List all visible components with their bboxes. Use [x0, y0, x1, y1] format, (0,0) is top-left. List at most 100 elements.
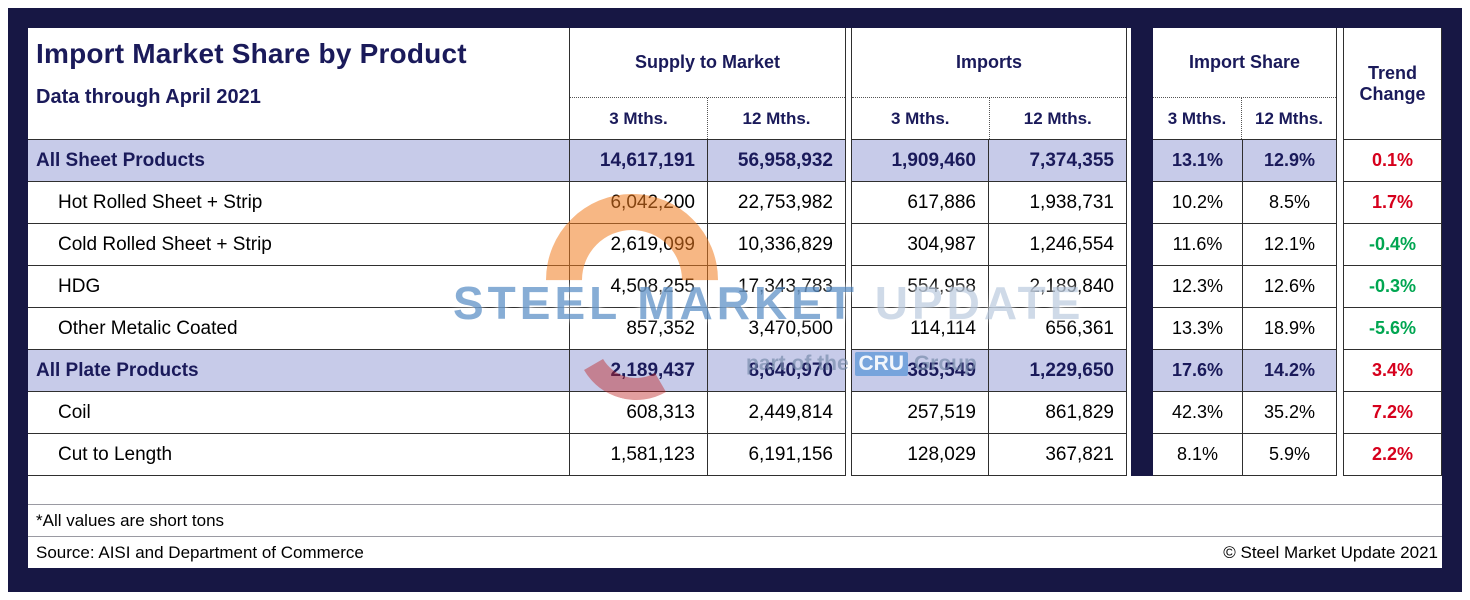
supply-12mths-cell: 8,640,970 [708, 350, 846, 392]
column-group-imports: Imports 3 Mths. 12 Mths. [851, 28, 1127, 140]
column-gap [1337, 224, 1343, 266]
copyright: © Steel Market Update 2021 [1223, 542, 1438, 562]
supply-3mths-cell: 608,313 [570, 392, 708, 434]
share-12mths-cell: 12.1% [1243, 224, 1337, 266]
imports-12mths-cell: 861,829 [989, 392, 1127, 434]
table-row: Cold Rolled Sheet + Strip 2,619,099 10,336… [28, 224, 1442, 266]
share-3mths-cell: 42.3% [1153, 392, 1243, 434]
imports-subheaders: 3 Mths. 12 Mths. [852, 98, 1126, 139]
imports-3mths-label: 3 Mths. [852, 98, 990, 139]
trend-change-cell: 3.4% [1343, 350, 1442, 392]
column-gap [1337, 28, 1343, 140]
supply-3mths-cell: 4,508,255 [570, 266, 708, 308]
product-name-cell: Other Metalic Coated [28, 308, 570, 350]
product-name-cell: All Plate Products [28, 350, 570, 392]
product-name-cell: All Sheet Products [28, 140, 570, 182]
share-3mths-cell: 8.1% [1153, 434, 1243, 476]
share-12mths-label: 12 Mths. [1254, 108, 1324, 128]
product-name-cell: Coil [28, 392, 570, 434]
divider-bar-segment [1127, 308, 1153, 350]
share-12mths-cell: 12.9% [1243, 140, 1337, 182]
imports-group-label: Imports [852, 28, 1126, 98]
share-3mths-cell: 11.6% [1153, 224, 1243, 266]
table-row: Hot Rolled Sheet + Strip 6,042,200 22,753,… [28, 182, 1442, 224]
imports-12mths-cell: 1,938,731 [989, 182, 1127, 224]
supply-3mths-cell: 1,581,123 [570, 434, 708, 476]
product-name-cell: Cut to Length [28, 434, 570, 476]
column-gap [1337, 308, 1343, 350]
supply-12mths-cell: 2,449,814 [708, 392, 846, 434]
product-name-cell: Hot Rolled Sheet + Strip [28, 182, 570, 224]
divider-bar-segment [1127, 434, 1153, 476]
trend-change-cell: 1.7% [1343, 182, 1442, 224]
imports-12mths-cell: 2,189,840 [989, 266, 1127, 308]
divider-bar-segment [1127, 392, 1153, 434]
report-frame: Import Market Share by Product Data thro… [8, 8, 1462, 592]
import-share-subheaders: 3 Mths. 12 Mths. [1153, 98, 1336, 139]
share-12mths-cell: 35.2% [1243, 392, 1337, 434]
trend-change-cell: -0.3% [1343, 266, 1442, 308]
column-gap [846, 392, 851, 434]
title-cell: Import Market Share by Product Data thro… [28, 28, 570, 140]
trend-change-cell: 7.2% [1343, 392, 1442, 434]
share-3mths-cell: 17.6% [1153, 350, 1243, 392]
footer-spacer [28, 476, 1442, 504]
column-gap [846, 308, 851, 350]
table-row: All Plate Products 2,189,437 8,640,970 385,… [28, 350, 1442, 392]
table-body: All Sheet Products 14,617,191 56,958,932 1,… [28, 140, 1442, 476]
imports-3mths-cell: 385,549 [851, 350, 989, 392]
divider-bar-segment [1127, 140, 1153, 182]
divider-bar [1127, 28, 1153, 140]
trend-change-label: Trend Change [1343, 28, 1442, 140]
supply-subheaders: 3 Mths. 12 Mths. [570, 98, 845, 139]
divider-bar-segment [1127, 182, 1153, 224]
source-row: Source: AISI and Department of Commerce … [28, 536, 1442, 568]
imports-3mths-cell: 257,519 [851, 392, 989, 434]
share-3mths-cell: 13.3% [1153, 308, 1243, 350]
column-group-import-share: Import Share 3 Mths. 12 Mths. [1153, 28, 1337, 140]
column-gap [846, 266, 851, 308]
table-footer: *All values are short tons Source: AISI … [28, 476, 1442, 568]
product-name-cell: HDG [28, 266, 570, 308]
supply-12mths-cell: 56,958,932 [708, 140, 846, 182]
share-12mths-cell: 18.9% [1243, 308, 1337, 350]
share-3mths-label: 3 Mths. [1153, 98, 1242, 139]
imports-3mths-cell: 128,029 [851, 434, 989, 476]
table-row: All Sheet Products 14,617,191 56,958,932 1,… [28, 140, 1442, 182]
trend-change-cell: -0.4% [1343, 224, 1442, 266]
subtitle: Data through April 2021 [36, 86, 261, 108]
supply-12mths-cell: 22,753,982 [708, 182, 846, 224]
import-share-group-label: Import Share [1153, 28, 1336, 98]
column-gap [1337, 266, 1343, 308]
imports-12mths-cell: 1,229,650 [989, 350, 1127, 392]
source-note: Source: AISI and Department of Commerce [36, 542, 364, 562]
supply-3mths-cell: 14,617,191 [570, 140, 708, 182]
supply-12mths-cell: 17,343,783 [708, 266, 846, 308]
page-title: Import Market Share by Product [36, 38, 467, 69]
imports-3mths-cell: 1,909,460 [851, 140, 989, 182]
supply-3mths-label: 3 Mths. [570, 98, 708, 139]
imports-3mths-cell: 617,886 [851, 182, 989, 224]
share-12mths-cell: 8.5% [1243, 182, 1337, 224]
footnote-row: *All values are short tons [28, 504, 1442, 536]
column-gap [846, 434, 851, 476]
share-3mths-cell: 12.3% [1153, 266, 1243, 308]
divider-bar-segment [1127, 350, 1153, 392]
share-3mths-cell: 10.2% [1153, 182, 1243, 224]
column-gap [1337, 140, 1343, 182]
table-row: Other Metalic Coated 857,352 3,470,500 114,… [28, 308, 1442, 350]
imports-3mths-cell: 554,958 [851, 266, 989, 308]
footnote: *All values are short tons [36, 510, 225, 530]
divider-bar-segment [1127, 224, 1153, 266]
trend-change-cell: -5.6% [1343, 308, 1442, 350]
share-12mths-cell: 12.6% [1243, 266, 1337, 308]
share-12mths-cell: 14.2% [1243, 350, 1337, 392]
column-gap [846, 224, 851, 266]
column-gap [1337, 434, 1343, 476]
imports-3mths-cell: 304,987 [851, 224, 989, 266]
column-gap [846, 350, 851, 392]
supply-3mths-cell: 6,042,200 [570, 182, 708, 224]
supply-group-label: Supply to Market [570, 28, 845, 98]
column-gap [1337, 182, 1343, 224]
table-row: HDG 4,508,255 17,343,783 554,958 2,189,840 12… [28, 266, 1442, 308]
